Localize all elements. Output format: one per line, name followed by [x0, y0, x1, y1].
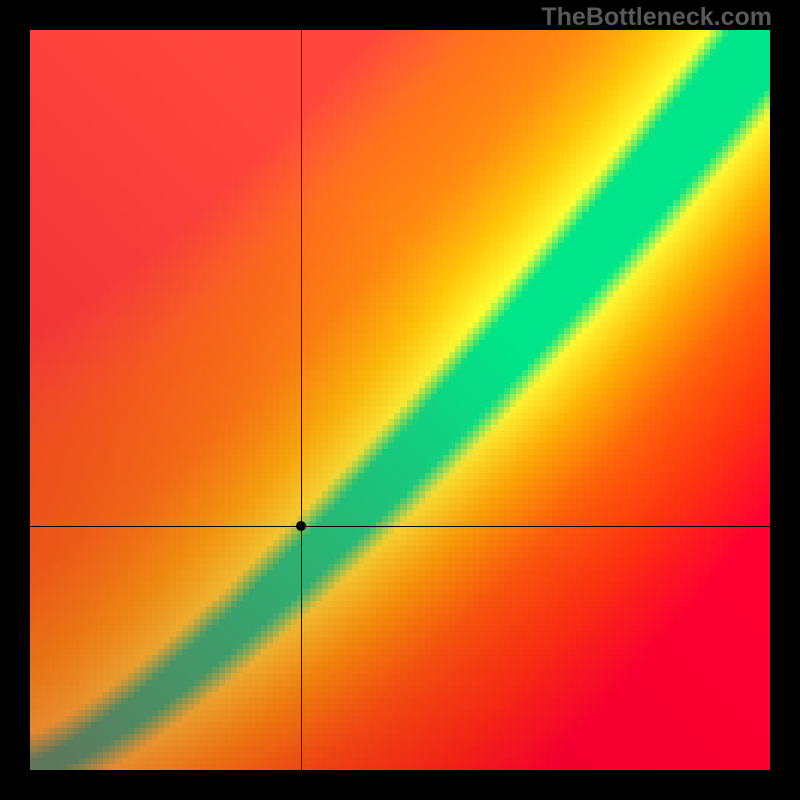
crosshair-vertical — [301, 30, 302, 770]
watermark-text: TheBottleneck.com — [541, 3, 772, 32]
chart-container: TheBottleneck.com — [0, 0, 800, 800]
bottleneck-heatmap — [30, 30, 770, 770]
crosshair-horizontal — [30, 526, 770, 527]
crosshair-marker-dot — [296, 521, 306, 531]
